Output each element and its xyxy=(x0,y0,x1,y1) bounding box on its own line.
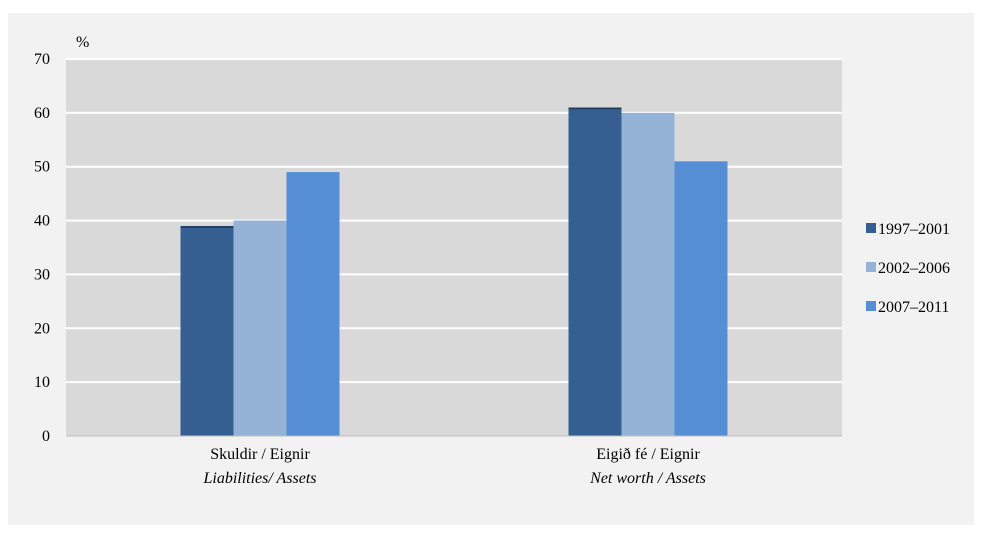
y-tick-label: 10 xyxy=(34,374,50,391)
legend-swatch xyxy=(866,262,876,272)
legend: 1997–2001 2002–2006 2007–2011 xyxy=(866,221,950,316)
y-tick-labels: 0 10 20 30 40 50 60 70 xyxy=(34,51,50,445)
legend-swatch xyxy=(866,301,876,311)
bar xyxy=(568,107,622,436)
bar xyxy=(621,112,675,436)
y-tick-label: 50 xyxy=(34,159,50,176)
y-tick-label: 40 xyxy=(34,213,50,230)
bar xyxy=(286,172,340,436)
y-tick-label: 60 xyxy=(34,105,50,122)
y-tick-label: 0 xyxy=(42,428,50,445)
bars xyxy=(180,107,728,437)
y-tick-label: 30 xyxy=(34,266,50,283)
category-label: Eigið fé / Eignir xyxy=(596,446,700,463)
bar xyxy=(180,225,234,436)
y-tick-label: 70 xyxy=(34,51,50,68)
chart-frame: 0 10 20 30 40 50 60 70 % Skuldir / Eignir Liabil… xyxy=(8,13,974,525)
legend-label: 1997–2001 xyxy=(878,221,950,238)
bar-chart: 0 10 20 30 40 50 60 70 % Skuldir / Eignir Liabil… xyxy=(34,34,950,487)
y-axis-unit: % xyxy=(76,34,89,51)
legend-label: 2007–2011 xyxy=(878,299,949,316)
category-label-english: Net worth / Assets xyxy=(589,470,706,487)
y-tick-label: 20 xyxy=(34,320,50,337)
category-labels: Skuldir / Eignir Liabilities/ Assets Eigið… xyxy=(202,446,705,487)
bar xyxy=(233,220,287,436)
bar xyxy=(674,161,728,437)
legend-label: 2002–2006 xyxy=(878,260,950,277)
legend-swatch xyxy=(866,223,876,233)
category-label-english: Liabilities/ Assets xyxy=(202,470,316,487)
category-label: Skuldir / Eignir xyxy=(210,446,310,463)
